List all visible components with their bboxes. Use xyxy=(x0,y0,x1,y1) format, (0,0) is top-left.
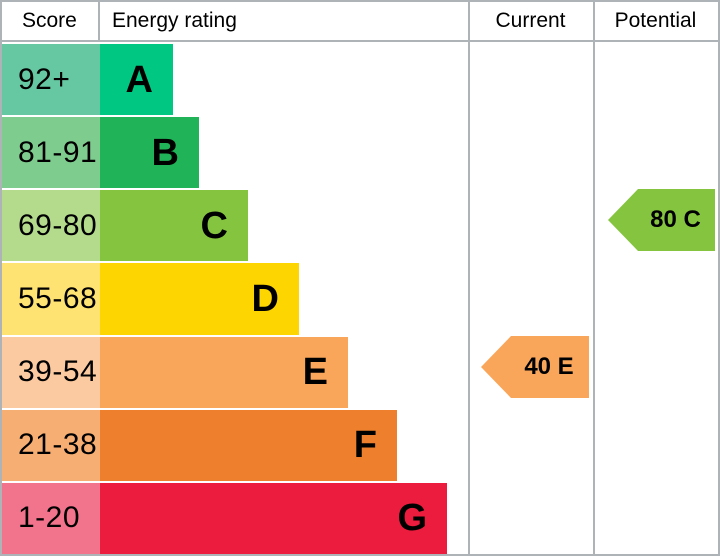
band-score-range: 69-80 xyxy=(2,190,100,262)
band-bar: B xyxy=(100,117,199,189)
column-header-current: Current xyxy=(495,9,566,32)
band-row-a: 92+ A xyxy=(2,44,718,116)
band-letter: G xyxy=(397,497,427,540)
column-header-score: Score xyxy=(2,2,100,40)
band-row-e: 39-54 E xyxy=(2,336,718,408)
bands-area: 92+ A 81-91 B 69-80 C 55-68 D 39-54 xyxy=(2,42,718,554)
band-score-range: 55-68 xyxy=(2,263,100,335)
band-score-range: 21-38 xyxy=(2,409,100,481)
band-letter: C xyxy=(200,204,228,247)
band-letter: B xyxy=(151,131,179,174)
potential-rating-label: 80 C xyxy=(650,206,701,233)
band-bar: A xyxy=(100,44,173,116)
band-bar: C xyxy=(100,190,248,262)
band-bar: E xyxy=(100,336,348,408)
band-row-g: 1-20 G xyxy=(2,482,718,554)
band-score-range: 81-91 xyxy=(2,117,100,189)
column-divider-current xyxy=(468,2,470,554)
band-row-f: 21-38 F xyxy=(2,409,718,481)
band-bar: G xyxy=(100,482,447,554)
band-bar: F xyxy=(100,409,397,481)
band-score-range: 92+ xyxy=(2,44,100,116)
header-row: Score Energy rating Current Potential xyxy=(2,2,718,42)
column-header-potential: Potential xyxy=(614,9,697,32)
band-row-c: 69-80 C xyxy=(2,190,718,262)
band-letter: F xyxy=(353,424,377,467)
band-letter: A xyxy=(125,58,153,101)
band-score-range: 1-20 xyxy=(2,482,100,554)
column-header-energy-rating: Energy rating xyxy=(112,9,237,32)
band-row-b: 81-91 B xyxy=(2,117,718,189)
band-score-range: 39-54 xyxy=(2,336,100,408)
current-rating-label: 40 E xyxy=(524,353,574,380)
band-letter: E xyxy=(302,351,328,394)
band-row-d: 55-68 D xyxy=(2,263,718,335)
band-bar: D xyxy=(100,263,299,335)
column-divider-potential xyxy=(593,2,595,554)
band-letter: D xyxy=(251,277,279,320)
